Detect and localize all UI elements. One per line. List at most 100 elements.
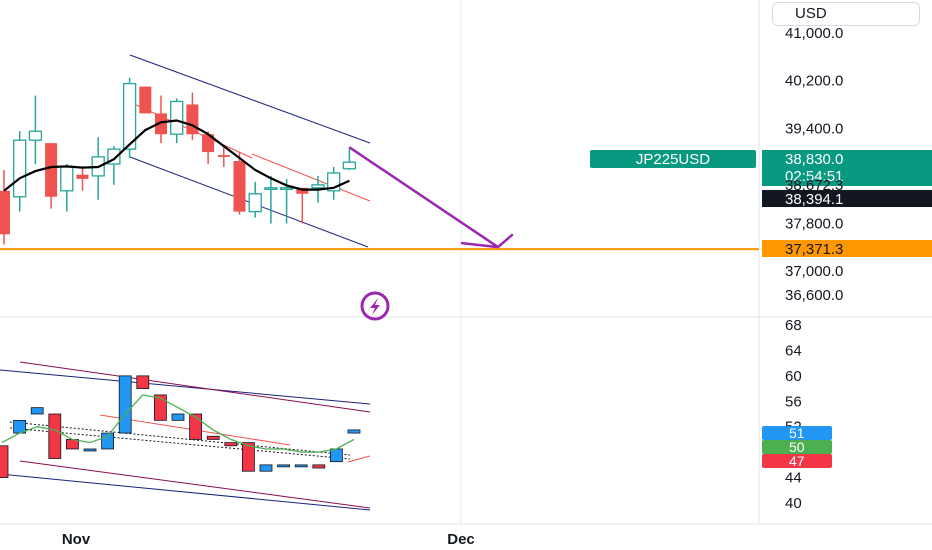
candle[interactable] xyxy=(233,152,246,215)
candle[interactable] xyxy=(217,146,230,167)
candle-body xyxy=(217,155,230,157)
candle-body xyxy=(13,139,27,198)
candle-body xyxy=(342,161,357,170)
candle[interactable] xyxy=(60,164,74,212)
moving-average-line xyxy=(3,119,350,192)
candle[interactable] xyxy=(91,137,105,200)
osc-badge-red: 47 xyxy=(762,453,832,469)
price-channel[interactable] xyxy=(129,54,371,248)
svg-text:38,830.0: 38,830.0 xyxy=(785,151,843,168)
oscillator-bar[interactable] xyxy=(294,464,308,468)
candle-body xyxy=(139,86,152,114)
osc-channel-lower-blue xyxy=(0,473,371,511)
osc-tick-label: 44 xyxy=(785,470,802,487)
oscillator-bar[interactable] xyxy=(189,413,203,440)
osc-tick-label: 60 xyxy=(785,368,802,385)
oscillator-bar[interactable] xyxy=(118,375,132,434)
candle[interactable] xyxy=(107,146,121,185)
candle-body xyxy=(122,82,137,150)
oscillator-bar[interactable] xyxy=(0,445,9,478)
osc-red-tail xyxy=(347,455,371,463)
forecast-arrow-line xyxy=(348,146,499,249)
candle[interactable] xyxy=(264,175,278,224)
svg-text:50: 50 xyxy=(789,439,805,455)
oscillator-channel[interactable] xyxy=(0,361,371,511)
candle-body xyxy=(186,104,199,135)
candle[interactable] xyxy=(186,92,199,141)
price-tick-label: 39,400.0 xyxy=(785,120,843,137)
oscillator-bar[interactable] xyxy=(136,375,150,389)
currency-selector-button[interactable]: USD xyxy=(772,2,920,26)
osc-tick-label: 64 xyxy=(785,342,802,359)
svg-text:02:54:51: 02:54:51 xyxy=(785,168,843,185)
oscillator-axis[interactable]: 6864605652484440 xyxy=(785,317,802,512)
price-tick-label: 37,000.0 xyxy=(785,263,843,280)
candle-body xyxy=(296,187,309,194)
candle-body xyxy=(0,190,10,235)
lightning-logo-icon xyxy=(360,291,390,321)
price-tick-label: 40,200.0 xyxy=(785,73,843,90)
forecast-arrow[interactable] xyxy=(348,146,514,249)
candle-body xyxy=(202,134,215,153)
oscillator-bar[interactable] xyxy=(347,429,361,434)
forecast-arrow-head xyxy=(460,233,514,249)
time-label-dec: Dec xyxy=(447,531,475,548)
price-tick-label: 36,600.0 xyxy=(785,287,843,304)
candle-body xyxy=(233,161,246,212)
oscillator-bar[interactable] xyxy=(224,442,238,447)
candle[interactable] xyxy=(296,187,309,224)
oscillator-bar[interactable] xyxy=(241,442,255,472)
candle-body xyxy=(76,174,89,179)
candle[interactable] xyxy=(342,147,357,170)
osc-badge-green: 50 xyxy=(762,439,832,455)
candle[interactable] xyxy=(122,77,137,159)
grid xyxy=(0,0,932,525)
oscillator-signal-line xyxy=(1,394,355,453)
osc-dotted-2 xyxy=(9,427,351,460)
svg-text:38,672.3: 38,672.3 xyxy=(785,177,843,194)
oscillator-bar[interactable] xyxy=(277,464,291,468)
svg-text:38,394.1: 38,394.1 xyxy=(785,191,843,208)
candle-body xyxy=(279,187,294,190)
oscillator-bar[interactable] xyxy=(171,413,185,421)
ma-value-label: 38,672.3 xyxy=(785,177,843,194)
red-trendline-2 xyxy=(251,153,371,202)
candle[interactable] xyxy=(155,95,167,144)
oscillator-bars[interactable] xyxy=(0,375,361,478)
support-level-badge: 37,371.3 xyxy=(762,240,932,258)
oscillator-bar[interactable] xyxy=(206,435,220,440)
osc-tick-label: 68 xyxy=(785,317,802,334)
oscillator-bar[interactable] xyxy=(48,413,62,459)
candle-body xyxy=(155,113,167,135)
oscillator-bar[interactable] xyxy=(329,448,343,463)
osc-channel-upper-purple xyxy=(19,361,371,413)
candle[interactable] xyxy=(248,181,262,218)
candle[interactable] xyxy=(28,95,43,164)
candle-body xyxy=(248,193,262,213)
svg-text:47: 47 xyxy=(789,453,805,469)
channel-upper-line xyxy=(129,54,371,144)
candle[interactable] xyxy=(76,166,89,191)
candle[interactable] xyxy=(13,131,27,212)
oscillator-bar[interactable] xyxy=(83,448,97,452)
svg-text:51: 51 xyxy=(789,425,805,441)
candle[interactable] xyxy=(202,131,215,164)
oscillator-bar[interactable] xyxy=(66,439,79,450)
oscillator-bar[interactable] xyxy=(312,464,326,469)
osc-dotted-1 xyxy=(9,421,351,456)
oscillator-bar[interactable] xyxy=(153,394,167,421)
candle-body xyxy=(264,187,278,190)
oscillator-bar[interactable] xyxy=(259,464,273,472)
candle[interactable] xyxy=(45,143,58,209)
oscillator-bar[interactable] xyxy=(30,407,44,415)
candle[interactable] xyxy=(0,169,10,245)
svg-text:JP225USD: JP225USD xyxy=(636,151,710,168)
candles-group[interactable] xyxy=(0,77,357,245)
candle-body xyxy=(60,166,74,192)
osc-badge-blue: 51 xyxy=(762,425,832,441)
candle[interactable] xyxy=(327,166,341,200)
osc-channel-upper-blue xyxy=(0,369,371,405)
price-tick-label: 37,800.0 xyxy=(785,216,843,233)
candle[interactable] xyxy=(139,86,152,114)
